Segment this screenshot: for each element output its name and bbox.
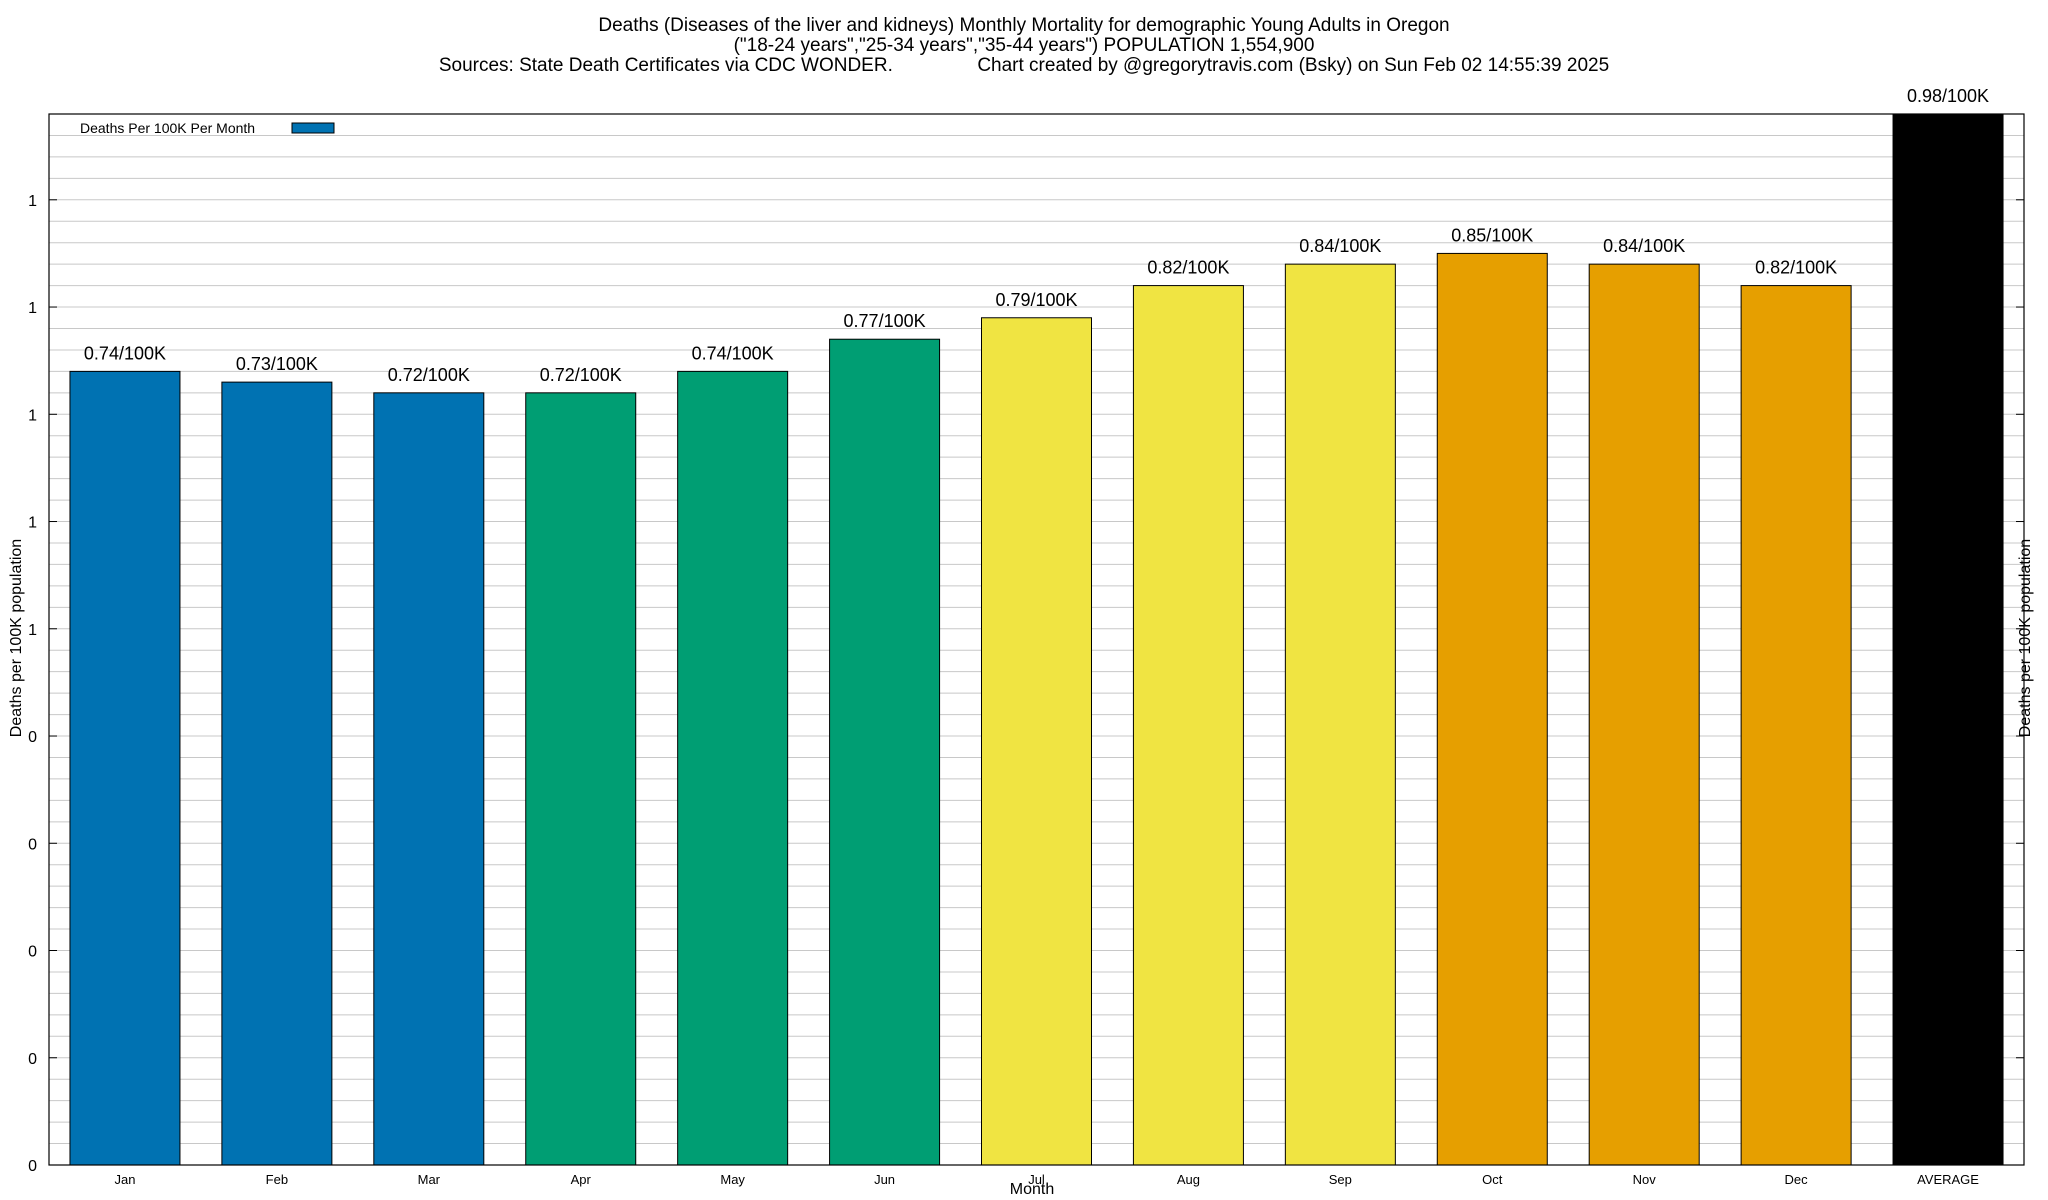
legend: Deaths Per 100K Per Month — [80, 120, 335, 136]
y-axis-label-left: Deaths per 100K population — [8, 539, 25, 737]
data-label-nov: 0.84/100K — [1603, 236, 1685, 256]
bar-aug — [1132, 285, 1244, 1166]
x-tick-label-may: May — [720, 1172, 745, 1187]
title-line-2: ("18-24 years","25-34 years","35-44 year… — [734, 35, 1315, 56]
x-tick-label-oct: Oct — [1482, 1172, 1503, 1187]
title-line-1: Deaths (Diseases of the liver and kidney… — [598, 15, 1449, 36]
x-tick-label-apr: Apr — [571, 1172, 592, 1187]
bar-jun — [829, 338, 941, 1166]
y-tick-label: 0 — [28, 944, 37, 961]
x-tick-label-jan: Jan — [114, 1172, 135, 1187]
bar-sep — [1284, 263, 1396, 1166]
x-tick-label-jul: Jul — [1028, 1172, 1045, 1187]
data-label-apr: 0.72/100K — [540, 365, 622, 385]
x-tick-label-feb: Feb — [266, 1172, 288, 1187]
y-tick-label: 1 — [28, 407, 37, 424]
bar-nov — [1588, 263, 1700, 1166]
bar-dec — [1740, 285, 1852, 1166]
data-label-aug: 0.82/100K — [1147, 258, 1229, 278]
x-axis-label: Month — [1010, 1181, 1054, 1198]
plot-border — [48, 113, 2025, 1166]
y-axis-ticks: 0 0 0 0 0 1 1 1 1 1 — [28, 193, 2024, 1175]
y-tick-label: 1 — [28, 622, 37, 639]
x-tick-label-sep: Sep — [1329, 1172, 1352, 1187]
plot-frame — [48, 113, 2025, 1166]
bars — [69, 113, 2004, 1166]
chart-title: Deaths (Diseases of the liver and kidney… — [439, 15, 1609, 76]
x-tick-label-dec: Dec — [1785, 1172, 1809, 1187]
data-label-oct: 0.85/100K — [1451, 225, 1533, 245]
x-tick-label-mar: Mar — [418, 1172, 441, 1187]
legend-swatch — [291, 122, 335, 134]
y-tick-label: 0 — [28, 729, 37, 746]
x-tick-label-nov: Nov — [1633, 1172, 1657, 1187]
y-tick-label: 1 — [28, 193, 37, 210]
data-label-feb: 0.73/100K — [236, 354, 318, 374]
data-label-dec: 0.82/100K — [1755, 258, 1837, 278]
y-tick-label: 1 — [28, 300, 37, 317]
bar-oct — [1436, 252, 1548, 1166]
title-line-3: Sources: State Death Certificates via CD… — [439, 55, 1609, 76]
y-tick-label: 0 — [28, 1158, 37, 1175]
x-tick-label-jun: Jun — [874, 1172, 895, 1187]
data-labels: 0.74/100K 0.73/100K 0.72/100K 0.72/100K 0.74… — [84, 86, 1989, 385]
bar-average — [1892, 113, 2004, 1166]
bar-jul — [981, 317, 1092, 1166]
bar-feb — [221, 381, 333, 1166]
bar-may — [677, 370, 789, 1166]
y-tick-label: 1 — [28, 515, 37, 532]
x-tick-label-average: AVERAGE — [1917, 1172, 1979, 1187]
data-label-may: 0.74/100K — [692, 343, 774, 363]
bar-jan — [69, 370, 181, 1166]
data-label-sep: 0.84/100K — [1299, 236, 1381, 256]
x-axis-categories: Jan Feb Mar Apr May Jun Jul Aug Sep Oct Nov Dec AVER… — [114, 1172, 1979, 1187]
legend-label: Deaths Per 100K Per Month — [80, 120, 255, 136]
data-label-jul: 0.79/100K — [995, 290, 1077, 310]
y-axis-label-right: Deaths per 100K population — [2017, 539, 2034, 737]
data-label-average: 0.98/100K — [1907, 86, 1989, 106]
bar-mar — [373, 392, 485, 1166]
bar-apr — [525, 392, 637, 1166]
y-tick-label: 0 — [28, 1051, 37, 1068]
data-label-jun: 0.77/100K — [844, 311, 926, 331]
data-label-mar: 0.72/100K — [388, 365, 470, 385]
data-label-jan: 0.74/100K — [84, 343, 166, 363]
x-tick-label-aug: Aug — [1177, 1172, 1200, 1187]
y-tick-label: 0 — [28, 836, 37, 853]
